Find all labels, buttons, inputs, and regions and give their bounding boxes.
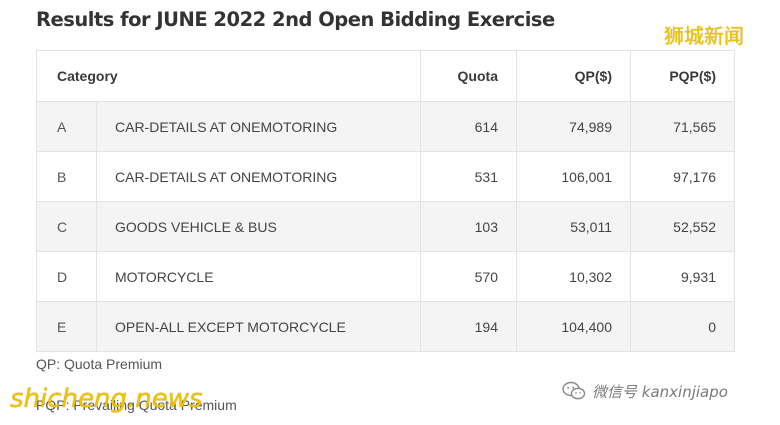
quota-value: 103 xyxy=(420,201,517,252)
category-code: A xyxy=(36,101,97,152)
pqp-value: 0 xyxy=(630,301,735,352)
pqp-value: 97,176 xyxy=(630,151,735,202)
qp-value: 10,302 xyxy=(516,251,631,302)
category-description: OPEN-ALL EXCEPT MOTORCYCLE xyxy=(96,301,421,352)
header-pqp: PQP($) xyxy=(630,50,735,102)
header-category: Category xyxy=(36,50,421,102)
header-qp: QP($) xyxy=(516,50,631,102)
page-title: Results for JUNE 2022 2nd Open Bidding E… xyxy=(36,8,555,31)
results-table: Category Quota QP($) PQP($) A CAR-DETAIL… xyxy=(36,50,735,352)
table-header-row: Category Quota QP($) PQP($) xyxy=(36,50,735,102)
wechat-icon xyxy=(562,381,586,400)
note-qp: QP: Quota Premium xyxy=(36,356,163,372)
category-code: B xyxy=(36,151,97,202)
category-description: GOODS VEHICLE & BUS xyxy=(96,201,421,252)
category-description: MOTORCYCLE xyxy=(96,251,421,302)
category-code: C xyxy=(36,201,97,252)
table-row: C GOODS VEHICLE & BUS 103 53,011 52,552 xyxy=(36,201,735,252)
qp-value: 53,011 xyxy=(516,201,631,252)
pqp-value: 52,552 xyxy=(630,201,735,252)
qp-value: 106,001 xyxy=(516,151,631,202)
table-row: A CAR-DETAILS AT ONEMOTORING 614 74,989 … xyxy=(36,101,735,152)
quota-value: 570 xyxy=(420,251,517,302)
watermark-top: 狮城新闻 xyxy=(664,24,744,48)
quota-value: 531 xyxy=(420,151,517,202)
table-row: D MOTORCYCLE 570 10,302 9,931 xyxy=(36,251,735,302)
category-description: CAR-DETAILS AT ONEMOTORING xyxy=(96,151,421,202)
quota-value: 614 xyxy=(420,101,517,152)
category-description: CAR-DETAILS AT ONEMOTORING xyxy=(96,101,421,152)
qp-value: 104,400 xyxy=(516,301,631,352)
header-quota: Quota xyxy=(420,50,517,102)
watermark-wechat-text: 微信号 kanxinjiapo xyxy=(592,382,728,401)
table-row: E OPEN-ALL EXCEPT MOTORCYCLE 194 104,400… xyxy=(36,301,735,352)
pqp-value: 9,931 xyxy=(630,251,735,302)
quota-value: 194 xyxy=(420,301,517,352)
table-row: B CAR-DETAILS AT ONEMOTORING 531 106,001… xyxy=(36,151,735,202)
category-code: D xyxy=(36,251,97,302)
qp-value: 74,989 xyxy=(516,101,631,152)
note-pqp: PQP: Prevailing Quota Premium xyxy=(36,397,237,413)
pqp-value: 71,565 xyxy=(630,101,735,152)
watermark-wechat: 微信号 kanxinjiapo xyxy=(562,379,728,403)
watermark-bottom: shicheng.news xyxy=(10,384,203,414)
category-code: E xyxy=(36,301,97,352)
